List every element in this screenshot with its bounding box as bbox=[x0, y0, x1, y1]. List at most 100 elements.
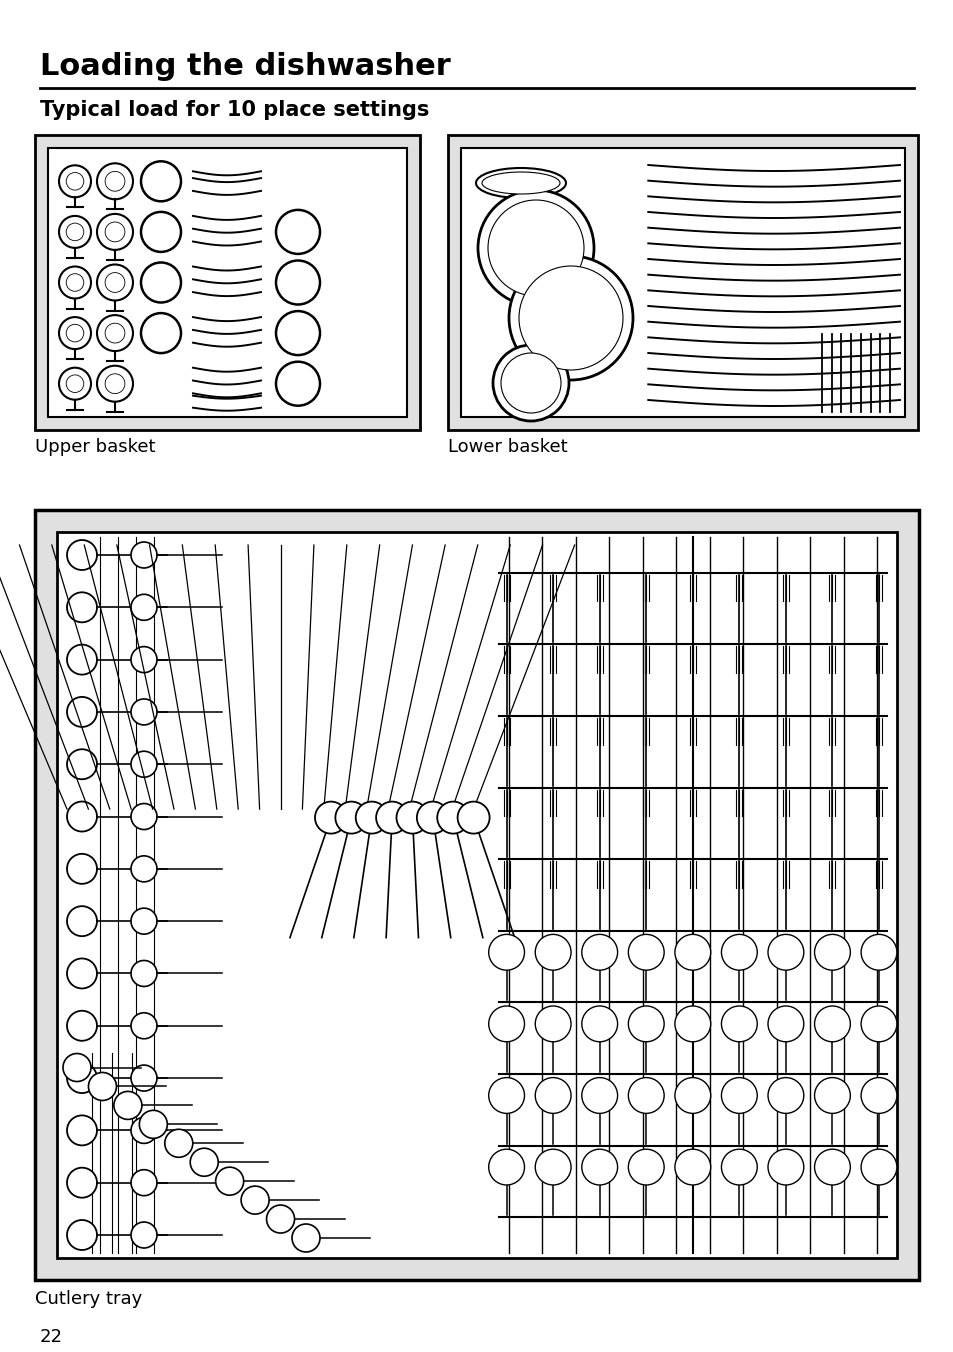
Circle shape bbox=[131, 909, 157, 934]
Circle shape bbox=[241, 1186, 269, 1214]
Circle shape bbox=[67, 539, 97, 571]
Circle shape bbox=[535, 934, 571, 971]
Circle shape bbox=[141, 314, 181, 353]
Circle shape bbox=[275, 311, 319, 356]
Circle shape bbox=[674, 1006, 710, 1042]
Circle shape bbox=[275, 261, 319, 304]
Circle shape bbox=[457, 802, 489, 834]
Circle shape bbox=[500, 353, 560, 412]
Circle shape bbox=[190, 1148, 218, 1176]
Circle shape bbox=[131, 960, 157, 987]
Circle shape bbox=[67, 1115, 97, 1145]
Circle shape bbox=[165, 1129, 193, 1157]
Circle shape bbox=[105, 323, 125, 343]
Text: Typical load for 10 place settings: Typical load for 10 place settings bbox=[40, 100, 429, 120]
Circle shape bbox=[375, 802, 408, 834]
Circle shape bbox=[215, 1167, 243, 1195]
Circle shape bbox=[113, 1091, 142, 1119]
Circle shape bbox=[131, 1169, 157, 1195]
Circle shape bbox=[581, 1078, 617, 1114]
Circle shape bbox=[628, 934, 663, 971]
Circle shape bbox=[63, 1053, 91, 1082]
Circle shape bbox=[66, 273, 84, 291]
Bar bbox=[448, 135, 917, 430]
Circle shape bbox=[131, 856, 157, 882]
Circle shape bbox=[628, 1078, 663, 1114]
Text: Upper basket: Upper basket bbox=[35, 438, 155, 456]
Circle shape bbox=[105, 373, 125, 393]
Circle shape bbox=[720, 1149, 757, 1184]
Circle shape bbox=[131, 1222, 157, 1248]
Circle shape bbox=[67, 1011, 97, 1041]
Circle shape bbox=[66, 324, 84, 342]
Circle shape bbox=[67, 1220, 97, 1251]
Circle shape bbox=[767, 1149, 803, 1184]
Circle shape bbox=[814, 1006, 849, 1042]
Circle shape bbox=[141, 262, 181, 303]
Circle shape bbox=[861, 1149, 896, 1184]
Text: Cutlery tray: Cutlery tray bbox=[35, 1290, 142, 1307]
Circle shape bbox=[488, 934, 524, 971]
Circle shape bbox=[488, 1078, 524, 1114]
Circle shape bbox=[105, 172, 125, 191]
Circle shape bbox=[67, 1168, 97, 1198]
Circle shape bbox=[131, 1117, 157, 1144]
Text: 22: 22 bbox=[40, 1328, 63, 1347]
Bar bbox=[57, 531, 896, 1257]
Circle shape bbox=[436, 802, 469, 834]
Circle shape bbox=[105, 222, 125, 242]
Circle shape bbox=[67, 802, 97, 831]
Circle shape bbox=[131, 752, 157, 777]
Circle shape bbox=[292, 1224, 319, 1252]
Bar bbox=[48, 147, 407, 416]
Circle shape bbox=[814, 1149, 849, 1184]
Circle shape bbox=[767, 934, 803, 971]
Circle shape bbox=[266, 1205, 294, 1233]
Circle shape bbox=[59, 216, 91, 247]
Circle shape bbox=[674, 1149, 710, 1184]
Circle shape bbox=[97, 214, 132, 250]
Circle shape bbox=[581, 1149, 617, 1184]
Circle shape bbox=[861, 1006, 896, 1042]
Circle shape bbox=[131, 646, 157, 672]
Circle shape bbox=[141, 161, 181, 201]
Circle shape bbox=[97, 315, 132, 352]
Circle shape bbox=[105, 273, 125, 292]
Circle shape bbox=[275, 210, 319, 254]
Circle shape bbox=[720, 1006, 757, 1042]
Circle shape bbox=[59, 318, 91, 349]
Circle shape bbox=[67, 906, 97, 936]
Circle shape bbox=[67, 854, 97, 884]
Circle shape bbox=[335, 802, 367, 834]
Circle shape bbox=[89, 1072, 116, 1101]
Circle shape bbox=[720, 1078, 757, 1114]
Circle shape bbox=[59, 266, 91, 299]
Circle shape bbox=[131, 595, 157, 621]
Circle shape bbox=[97, 265, 132, 300]
Circle shape bbox=[767, 1006, 803, 1042]
Circle shape bbox=[628, 1149, 663, 1184]
Circle shape bbox=[674, 1078, 710, 1114]
Circle shape bbox=[674, 934, 710, 971]
Circle shape bbox=[518, 266, 622, 370]
Circle shape bbox=[314, 802, 347, 834]
Circle shape bbox=[355, 802, 387, 834]
Text: Loading the dishwasher: Loading the dishwasher bbox=[40, 51, 450, 81]
Bar bbox=[460, 147, 904, 416]
Circle shape bbox=[59, 165, 91, 197]
Circle shape bbox=[488, 1006, 524, 1042]
Circle shape bbox=[67, 1063, 97, 1092]
Text: Lower basket: Lower basket bbox=[448, 438, 567, 456]
Circle shape bbox=[535, 1078, 571, 1114]
Circle shape bbox=[141, 212, 181, 251]
Circle shape bbox=[131, 1065, 157, 1091]
Circle shape bbox=[66, 173, 84, 191]
Circle shape bbox=[131, 803, 157, 830]
Circle shape bbox=[67, 592, 97, 622]
Ellipse shape bbox=[481, 172, 559, 193]
Ellipse shape bbox=[476, 168, 565, 197]
Circle shape bbox=[66, 375, 84, 392]
Circle shape bbox=[131, 699, 157, 725]
Circle shape bbox=[535, 1006, 571, 1042]
Circle shape bbox=[814, 934, 849, 971]
